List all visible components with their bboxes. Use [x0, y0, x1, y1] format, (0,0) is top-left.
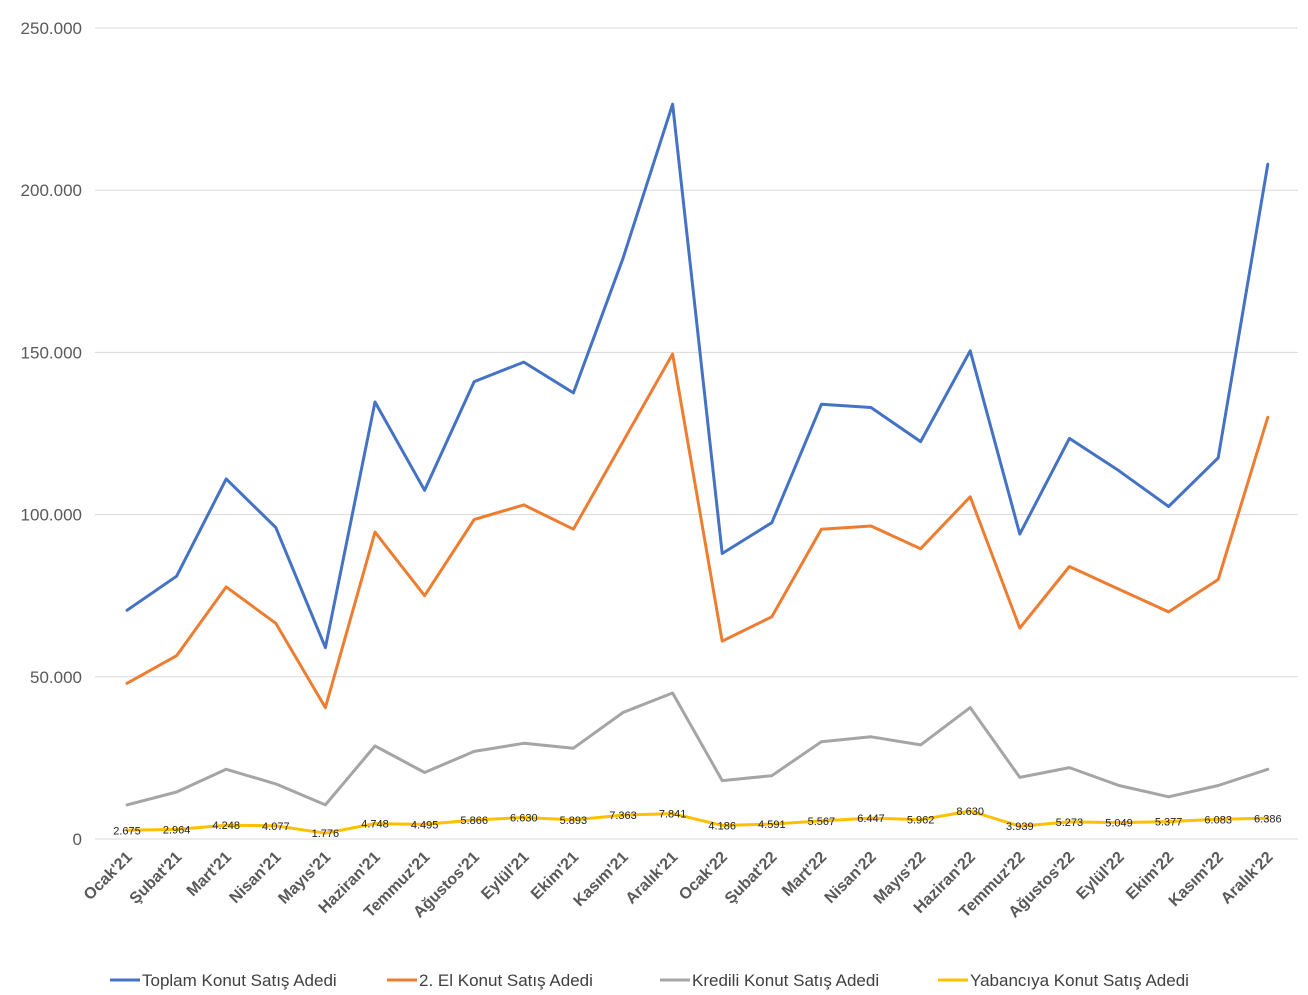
- series-line-3: [125, 691, 1270, 807]
- gridlines: [95, 27, 1298, 678]
- legend: Toplam Konut Satış Adedi 2. El Konut Satı…: [110, 971, 1189, 990]
- y-tick-label: 200.000: [21, 181, 82, 200]
- legend-entry: Yabancıya Konut Satış Adedi: [970, 971, 1189, 990]
- data-label: 5.273: [1056, 817, 1084, 829]
- data-label: 5.377: [1155, 817, 1183, 829]
- x-tick-label: Mart'22: [779, 849, 830, 900]
- data-label: 4.077: [262, 821, 290, 833]
- data-label: 3.939: [1006, 821, 1034, 833]
- data-label: 1.776: [312, 828, 340, 840]
- data-label: 5.962: [907, 815, 935, 827]
- y-tick-label: 50.000: [30, 668, 82, 687]
- x-tick-label: Aralık'21: [623, 849, 682, 908]
- data-label: 5.893: [560, 815, 588, 827]
- data-label: 7.841: [659, 809, 687, 821]
- x-tick-label: Şubat'22: [722, 849, 781, 908]
- series-line-4: [125, 809, 1270, 835]
- data-label: 4.248: [212, 820, 240, 832]
- data-label: 6.083: [1204, 814, 1232, 826]
- x-tick-label: Nisan'21: [227, 849, 285, 907]
- y-tick-label: 250.000: [21, 19, 82, 38]
- data-label: 4.186: [708, 820, 736, 832]
- legend-entry: Kredili Konut Satış Adedi: [692, 971, 879, 990]
- data-label: 2.675: [113, 825, 141, 837]
- data-label: 8.630: [956, 806, 984, 818]
- data-label: 6.447: [857, 813, 885, 825]
- data-label: 4.495: [411, 819, 439, 831]
- x-axis-ticks: Ocak'21Şubat'21Mart'21Nisan'21Mayıs'21Ha…: [81, 849, 1277, 922]
- x-tick-label: Aralık'22: [1218, 849, 1277, 908]
- data-label: 4.591: [758, 819, 786, 831]
- y-tick-label: 0: [73, 830, 82, 849]
- data-labels: 2.675 2.964 4.248 4.077 1.776 4.748 4.495 5.866…: [113, 806, 1281, 840]
- data-label: 5.567: [808, 816, 836, 828]
- x-tick-label: Eylül'21: [478, 849, 532, 903]
- data-label: 4.748: [361, 819, 389, 831]
- x-tick-label: Kasım'22: [1166, 849, 1227, 910]
- x-tick-label: Mart'21: [184, 849, 235, 900]
- data-label: 7.363: [609, 810, 637, 822]
- legend-entry: Toplam Konut Satış Adedi: [142, 971, 337, 990]
- y-axis-ticks: 0 50.000 100.000 150.000 200.000 250.000: [21, 19, 82, 849]
- x-tick-label: Kasım'21: [571, 849, 632, 910]
- legend-entry: 2. El Konut Satış Adedi: [419, 971, 593, 990]
- series-line-2: [125, 352, 1270, 710]
- x-tick-label: Nisan'22: [822, 849, 880, 907]
- data-label: 2.964: [163, 824, 191, 836]
- x-tick-label: Şubat'21: [127, 849, 186, 908]
- data-label: 5.866: [460, 815, 488, 827]
- data-label: 5.049: [1105, 818, 1133, 830]
- data-label: 6.386: [1254, 813, 1282, 825]
- data-label: 6.630: [510, 812, 538, 824]
- y-tick-label: 150.000: [21, 343, 82, 362]
- series-line-1: [125, 102, 1270, 650]
- x-tick-label: Eylül'22: [1073, 849, 1127, 903]
- series-lines: [125, 102, 1270, 835]
- y-tick-label: 100.000: [21, 506, 82, 525]
